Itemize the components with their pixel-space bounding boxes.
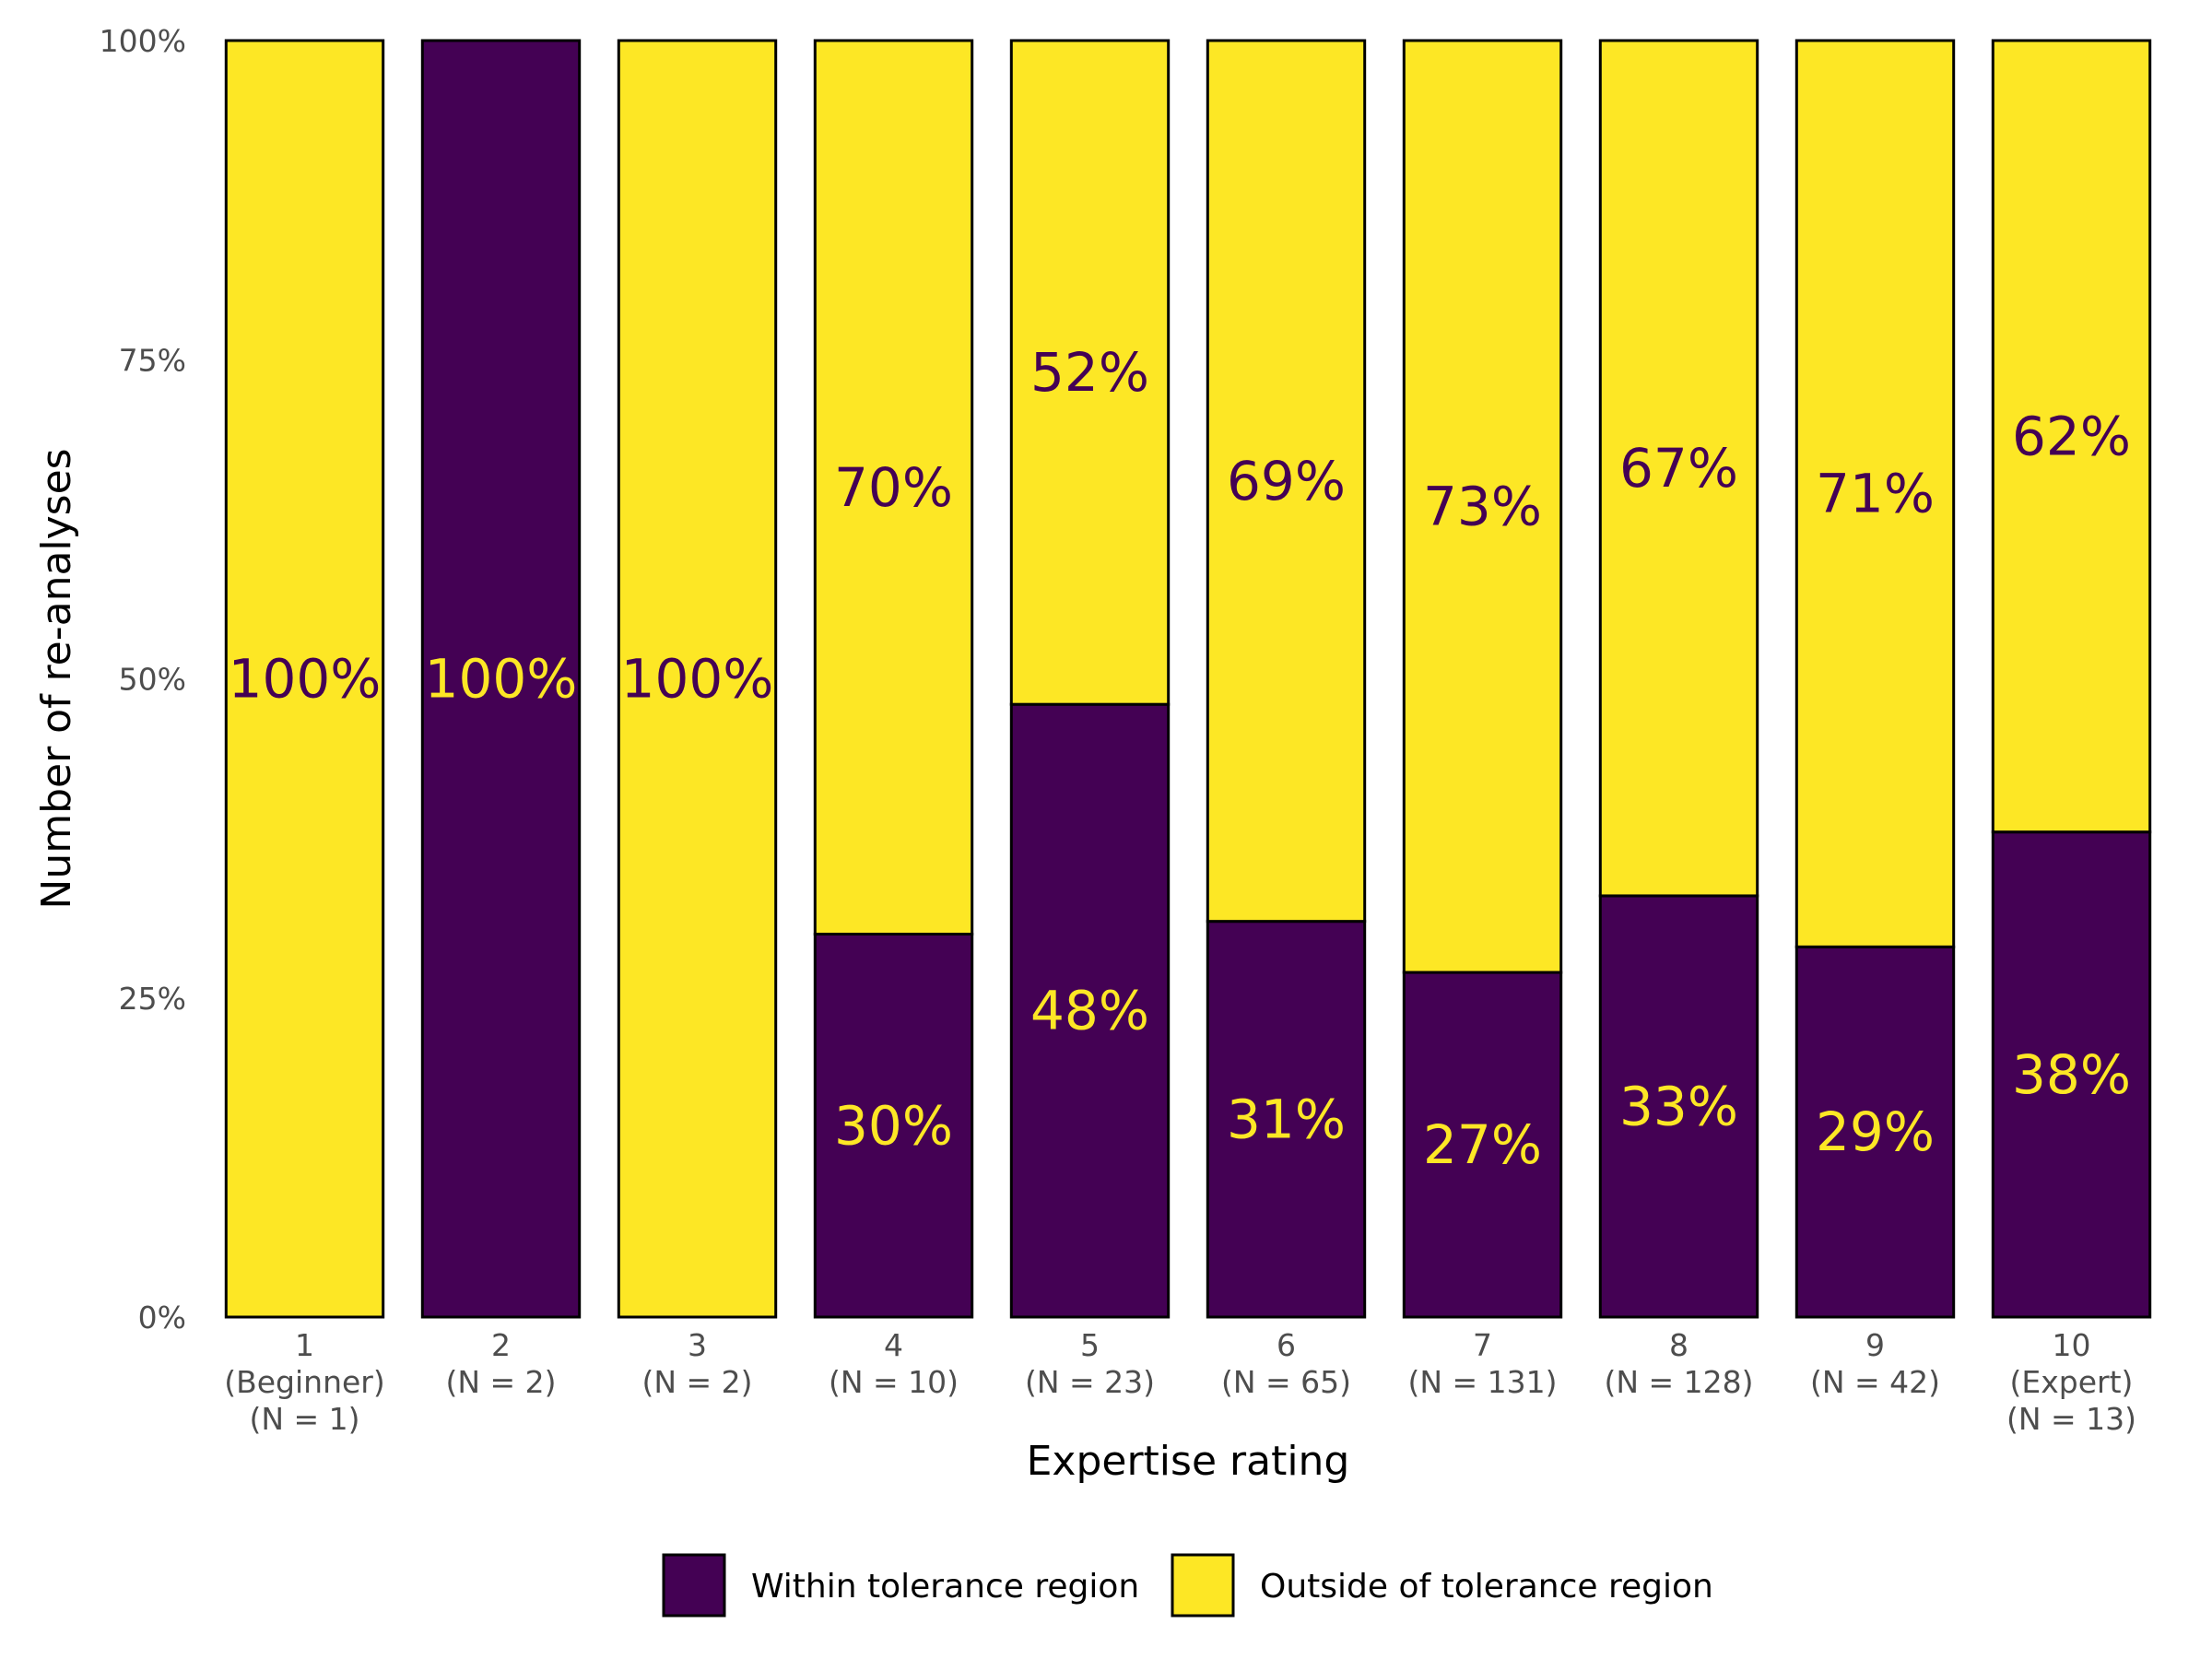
x-tick-label: 10 (Expert) (N = 13)	[2006, 1327, 2136, 1437]
y-tick-label: 50%	[119, 662, 186, 698]
bar-segment	[1206, 39, 1367, 924]
bar-value-label: 33%	[1619, 1075, 1738, 1137]
bar-value-label: 100%	[229, 648, 382, 711]
y-axis-ticks: 0% 25% 50% 75% 100%	[100, 23, 186, 1335]
bar-value-label: 27%	[1423, 1113, 1542, 1176]
bar-segment	[813, 933, 974, 1319]
bar-segment	[1206, 920, 1367, 1319]
bar-value-label: 31%	[1227, 1088, 1346, 1150]
bar-labels: 100% 100% 100% 30% 70% 48% 52% 31% 69% 27% 73% 33% 6…	[229, 341, 2131, 1176]
x-tick-label: 8 (N = 128)	[1604, 1327, 1753, 1400]
bar-value-label: 30%	[834, 1094, 953, 1157]
x-tick-label: 5 (N = 23)	[1025, 1327, 1155, 1400]
y-tick-label: 100%	[100, 23, 186, 59]
bar-segment	[224, 39, 385, 1319]
bar-value-label: 48%	[1030, 980, 1149, 1042]
x-tick-label: 9 (N = 42)	[1810, 1327, 1940, 1400]
bar-segment	[1009, 702, 1171, 1319]
bar-segment	[420, 39, 582, 1319]
x-tick-label: 6 (N = 65)	[1221, 1327, 1351, 1400]
x-tick-label: 7 (N = 131)	[1407, 1327, 1557, 1400]
bar-value-label: 67%	[1619, 437, 1738, 500]
bar-value-label: 71%	[1816, 463, 1935, 525]
bar-segment	[813, 39, 974, 935]
bar-value-label: 100%	[425, 648, 578, 711]
bar-segment	[1598, 894, 1759, 1319]
bar-value-label: 29%	[1816, 1100, 1935, 1163]
legend-swatch	[662, 1553, 726, 1618]
bar-segment	[1991, 830, 2152, 1319]
bar-value-label: 73%	[1423, 476, 1542, 538]
bar-segment	[1794, 39, 1956, 948]
legend-swatch	[1171, 1553, 1235, 1618]
bar-segment	[1009, 39, 1171, 706]
bar-value-label: 70%	[834, 456, 953, 519]
bar-value-label: 62%	[2012, 405, 2131, 467]
bar-value-label: 38%	[2012, 1043, 2131, 1106]
bar-segment	[617, 39, 778, 1319]
bar-segment	[1991, 39, 2152, 834]
bar-value-label: 100%	[621, 648, 774, 711]
bar-segment	[1598, 39, 1759, 898]
x-tick-label: 1 (Beginner) (N = 1)	[224, 1327, 385, 1437]
bar-value-label: 52%	[1030, 341, 1149, 404]
bar-segment	[1402, 971, 1563, 1319]
x-tick-label: 3 (N = 2)	[641, 1327, 752, 1400]
bars	[224, 39, 2152, 1319]
y-tick-label: 0%	[138, 1300, 186, 1335]
bar-value-label: 69%	[1227, 450, 1346, 512]
y-axis-title: Number of re-analyses	[33, 448, 80, 909]
x-tick-label: 4 (N = 10)	[829, 1327, 959, 1400]
legend: Within tolerance region Outside of tolera…	[662, 1553, 1713, 1618]
legend-label: Outside of tolerance region	[1260, 1568, 1713, 1606]
y-tick-label: 75%	[119, 342, 186, 378]
bar-segment	[1402, 39, 1563, 974]
x-tick-label: 2 (N = 2)	[445, 1327, 556, 1400]
x-axis-title: Expertise rating	[1027, 1438, 1350, 1485]
legend-label: Within tolerance region	[751, 1568, 1139, 1606]
x-axis-ticks: 1 (Beginner) (N = 1) 2 (N = 2) 3 (N = 2) 4 (N = …	[224, 1327, 2136, 1437]
y-tick-label: 25%	[119, 981, 186, 1017]
